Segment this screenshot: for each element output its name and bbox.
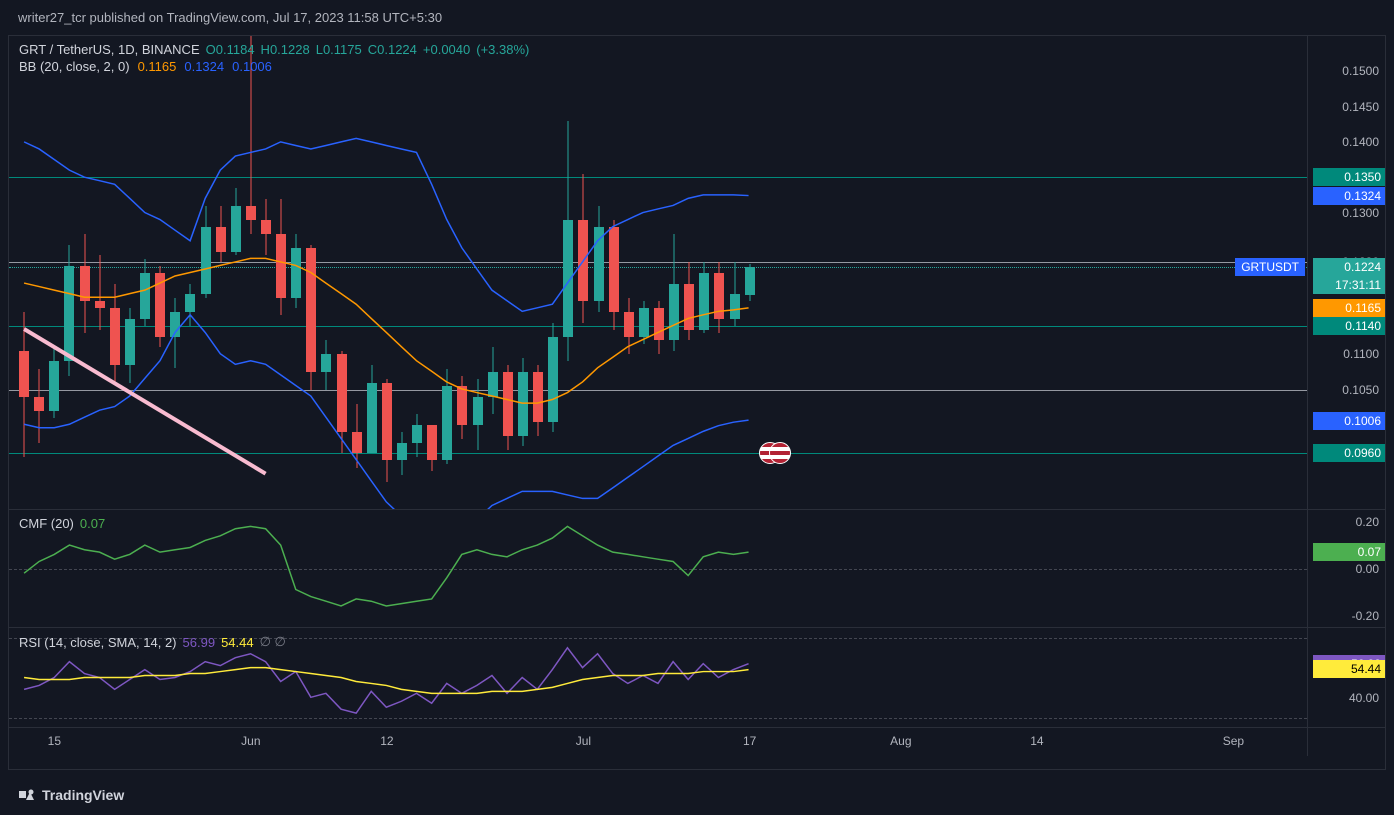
bb-lower-val: 0.1006 — [232, 59, 272, 74]
y-tick: 0.1450 — [1342, 100, 1379, 114]
y-price-label: 0.1324 — [1313, 187, 1385, 205]
rsi-value2: 54.44 — [221, 635, 254, 650]
cmf-y-axis[interactable]: 0.20 0.00 -0.20 0.07 — [1307, 510, 1385, 627]
time-tick: 15 — [48, 734, 61, 748]
time-axis[interactable]: 15 Jun 12 Jul 17 Aug 14 Sep — [9, 728, 1385, 756]
time-tick: Jun — [241, 734, 260, 748]
footer: TradingView — [0, 775, 1394, 815]
y-tick: 0.20 — [1356, 515, 1379, 529]
countdown-label: 17:31:11 — [1313, 276, 1385, 294]
bb-upper-val: 0.1324 — [184, 59, 224, 74]
cmf-value-label: 0.07 — [1313, 543, 1385, 561]
y-tick: 0.1400 — [1342, 135, 1379, 149]
time-tick: Jul — [576, 734, 591, 748]
chart-container: 0.1550 GRT / TetherUS, 1D, BINANCE O0.11… — [8, 35, 1386, 770]
rsi-extra: ∅ ∅ — [260, 634, 286, 650]
bb-mid-val: 0.1165 — [138, 59, 177, 74]
time-tick: 17 — [743, 734, 756, 748]
publish-text: writer27_tcr published on TradingView.co… — [18, 10, 442, 25]
symbol-badge: GRTUSDT — [1235, 258, 1305, 276]
y-tick: 0.1100 — [1343, 347, 1379, 361]
time-tick: 12 — [380, 734, 393, 748]
rsi-label: RSI (14, close, SMA, 14, 2) — [19, 635, 177, 650]
bb-label: BB (20, close, 2, 0) — [19, 59, 130, 74]
y-tick: -0.20 — [1352, 609, 1379, 623]
y-tick: 40.00 — [1349, 691, 1379, 705]
time-tick: Sep — [1223, 734, 1244, 748]
cmf-value: 0.07 — [80, 516, 105, 531]
cmf-panel[interactable]: CMF (20) 0.07 0.20 0.00 -0.20 0.07 — [9, 510, 1385, 628]
y-price-label: 0.1006 — [1313, 412, 1385, 430]
time-tick: Aug — [890, 734, 911, 748]
rsi-value1: 56.99 — [183, 635, 216, 650]
cmf-label: CMF (20) — [19, 516, 74, 531]
y-price-label: 0.1165 — [1313, 299, 1385, 317]
symbol-title: GRT / TetherUS, 1D, BINANCE — [19, 42, 200, 57]
y-price-label: 0.1350 — [1313, 168, 1385, 186]
ohlc-chg: +0.0040 — [423, 42, 470, 57]
y-price-label: 0.1224 — [1313, 258, 1385, 276]
y-tick: 0.1500 — [1342, 64, 1379, 78]
event-flag-icon — [769, 442, 791, 464]
y-price-label: 0.0960 — [1313, 444, 1385, 462]
rsi-y-axis[interactable]: 40.0056.9954.44 — [1307, 628, 1385, 727]
rsi-panel[interactable]: RSI (14, close, SMA, 14, 2) 56.99 54.44 … — [9, 628, 1385, 728]
y-tick: 0.00 — [1356, 562, 1379, 576]
ohlc-o: 0.1184 — [216, 42, 255, 57]
ohlc-h: 0.1228 — [270, 42, 310, 57]
y-tick: 0.1050 — [1342, 383, 1379, 397]
ohlc-c: 0.1224 — [377, 42, 417, 57]
footer-brand: TradingView — [42, 787, 124, 803]
y-price-label: 0.1140 — [1313, 317, 1385, 335]
ohlc-chg-pct: (+3.38%) — [476, 42, 529, 57]
price-y-axis[interactable]: 0.15000.14500.14000.13000.12300.11000.10… — [1307, 36, 1385, 509]
rsi-value-label: 54.44 — [1313, 660, 1385, 678]
time-tick: 14 — [1030, 734, 1043, 748]
main-price-chart[interactable]: 0.1550 GRT / TetherUS, 1D, BINANCE O0.11… — [9, 36, 1385, 510]
publish-header: writer27_tcr published on TradingView.co… — [0, 0, 1394, 35]
y-tick: 0.1300 — [1342, 206, 1379, 220]
tradingview-logo-icon — [18, 786, 36, 804]
ohlc-l: 0.1175 — [323, 42, 362, 57]
